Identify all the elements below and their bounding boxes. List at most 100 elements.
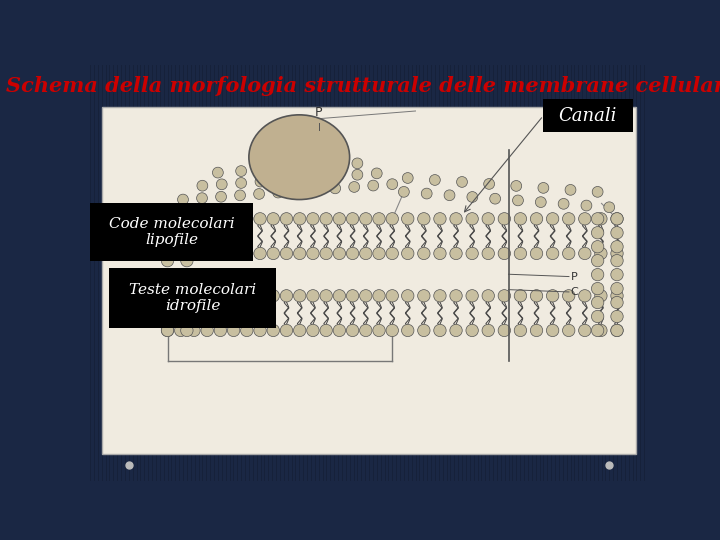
Circle shape [482,247,495,260]
Circle shape [320,325,333,336]
Circle shape [348,181,359,192]
Circle shape [418,213,430,225]
Circle shape [514,213,526,225]
Circle shape [214,289,227,302]
Circle shape [240,247,253,260]
Circle shape [240,213,253,225]
Circle shape [181,254,193,267]
Circle shape [373,289,385,302]
Circle shape [611,289,624,302]
Circle shape [346,325,359,336]
Circle shape [181,213,193,225]
Circle shape [433,325,446,336]
Circle shape [307,325,319,336]
Circle shape [386,247,398,260]
Circle shape [333,213,346,225]
Circle shape [294,289,306,302]
Circle shape [346,289,359,302]
Circle shape [450,247,462,260]
Circle shape [320,213,333,225]
Circle shape [591,325,604,336]
Circle shape [201,325,213,336]
Circle shape [161,282,174,295]
Circle shape [346,213,359,225]
Circle shape [254,325,266,336]
Circle shape [267,213,279,225]
Circle shape [595,325,607,336]
Circle shape [359,325,372,336]
Circle shape [433,289,446,302]
Text: P: P [315,106,323,119]
Circle shape [240,289,253,302]
Circle shape [161,213,174,225]
Circle shape [386,325,398,336]
Circle shape [562,247,575,260]
Circle shape [320,289,333,302]
Circle shape [174,247,187,260]
Circle shape [429,174,441,185]
Circle shape [498,289,510,302]
Circle shape [546,325,559,336]
Circle shape [174,289,187,302]
Circle shape [604,202,615,213]
Circle shape [235,178,246,188]
Text: Canali: Canali [559,106,617,125]
Circle shape [235,190,246,201]
Circle shape [611,213,624,225]
Circle shape [579,325,591,336]
Circle shape [531,325,543,336]
Circle shape [352,170,363,180]
Circle shape [579,213,591,225]
Circle shape [611,213,624,225]
Circle shape [421,188,432,199]
Ellipse shape [249,115,350,200]
Circle shape [307,213,319,225]
Circle shape [444,190,455,201]
Circle shape [359,247,372,260]
Circle shape [214,325,227,336]
Circle shape [591,268,604,281]
Circle shape [450,289,462,302]
Circle shape [579,247,591,260]
Circle shape [466,325,478,336]
Circle shape [595,289,607,302]
Circle shape [591,282,604,295]
Circle shape [591,227,604,239]
Circle shape [402,173,413,184]
Circle shape [514,289,526,302]
Circle shape [490,193,500,204]
Circle shape [482,289,495,302]
Circle shape [174,213,187,225]
Circle shape [418,247,430,260]
Circle shape [161,254,174,267]
Circle shape [368,180,379,191]
Circle shape [562,289,575,302]
Circle shape [292,186,302,197]
Circle shape [611,325,624,336]
Circle shape [161,227,174,239]
Circle shape [333,289,346,302]
Circle shape [450,325,462,336]
Circle shape [188,289,200,302]
Circle shape [212,167,223,178]
Circle shape [267,289,279,302]
Circle shape [373,213,385,225]
Circle shape [201,247,213,260]
Circle shape [611,227,624,239]
Circle shape [214,213,227,225]
Circle shape [466,247,478,260]
Circle shape [294,325,306,336]
Circle shape [188,325,200,336]
Circle shape [402,289,414,302]
Circle shape [228,247,240,260]
Circle shape [188,213,200,225]
Bar [90,204,253,261]
Circle shape [267,247,279,260]
Circle shape [181,268,193,281]
Circle shape [280,289,293,302]
Circle shape [514,247,526,260]
Circle shape [402,247,414,260]
Circle shape [565,185,576,195]
Circle shape [254,247,266,260]
Circle shape [329,159,340,170]
